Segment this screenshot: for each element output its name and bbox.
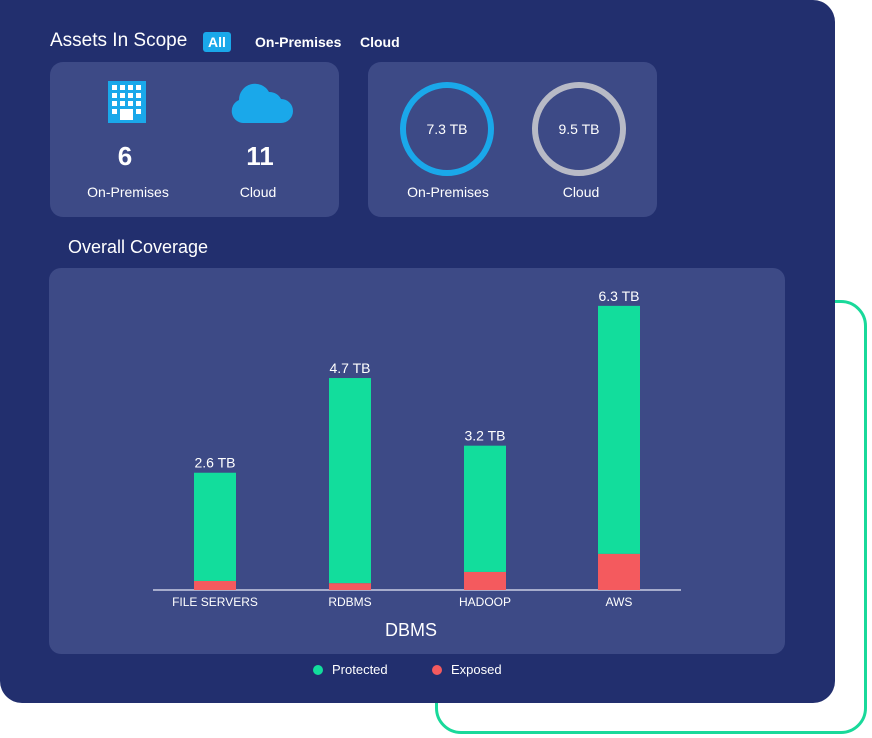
bar-total-label-1: 4.7 TB [330,360,371,376]
coverage-title: Overall Coverage [68,237,209,257]
on-premises-storage-value: 7.3 TB [426,121,468,137]
protected-legend-dot [313,664,323,675]
bar-total-label-0: 2.6 TB [195,455,236,471]
bar-protected-2 [464,445,506,572]
x-tick-label-3: AWS [606,595,633,609]
x-tick-label-2: HADOOP [459,595,511,609]
cloud-storage-label: Cloud [562,184,600,200]
coverage-chart: 2.6 TB FILE SERVERS 4.7 TB RDBMS 3.2 TB HADOO… [153,288,681,640]
bar-exposed-3 [598,553,640,590]
filter-cloud[interactable]: Cloud [360,34,400,50]
on-premises-storage-ring: 7.3 TB [400,82,494,176]
x-tick-label-0: FILE SERVERS [172,595,258,609]
cloud-count: 11 [246,141,274,171]
filter-on-premises[interactable]: On-Premises [255,34,342,50]
bar-protected-1 [329,378,371,584]
cloud-storage-value: 9.5 TB [558,121,600,137]
bar-total-label-3: 6.3 TB [599,288,640,304]
on-premises-storage-label: On-Premises [407,184,489,200]
page-title: Assets In Scope [50,30,188,51]
exposed-legend-dot [432,664,442,675]
cloud-icon [231,83,293,123]
bar-exposed-1 [329,583,371,590]
legend-exposed: Exposed [432,662,502,677]
bar-total-label-2: 3.2 TB [465,428,506,444]
on-premises-count-label: On-Premises [87,184,169,200]
storage-card: 7.3 TB On-Premises 9.5 TB Cloud [368,62,657,217]
building-icon [108,81,146,123]
bar-exposed-0 [194,580,236,590]
x-axis-label: DBMS [385,620,437,640]
coverage-chart-card: 2.6 TB FILE SERVERS 4.7 TB RDBMS 3.2 TB HADOO… [49,268,785,654]
protected-legend-label: Protected [332,662,388,677]
exposed-legend-label: Exposed [451,662,502,677]
on-premises-count: 6 [117,141,133,171]
asset-count-card: 6 On-Premises 11 Cloud [50,62,339,217]
bar-exposed-2 [464,571,506,590]
assets-panel: Assets In Scope All On-Premises Cloud 6 … [0,0,835,703]
cloud-count-label: Cloud [239,184,277,200]
bar-protected-0 [194,472,236,581]
filter-all[interactable]: All [203,32,231,52]
bar-protected-3 [598,305,640,554]
x-tick-label-1: RDBMS [328,595,371,609]
legend-protected: Protected [313,662,388,677]
cloud-storage-ring: 9.5 TB [532,82,626,176]
